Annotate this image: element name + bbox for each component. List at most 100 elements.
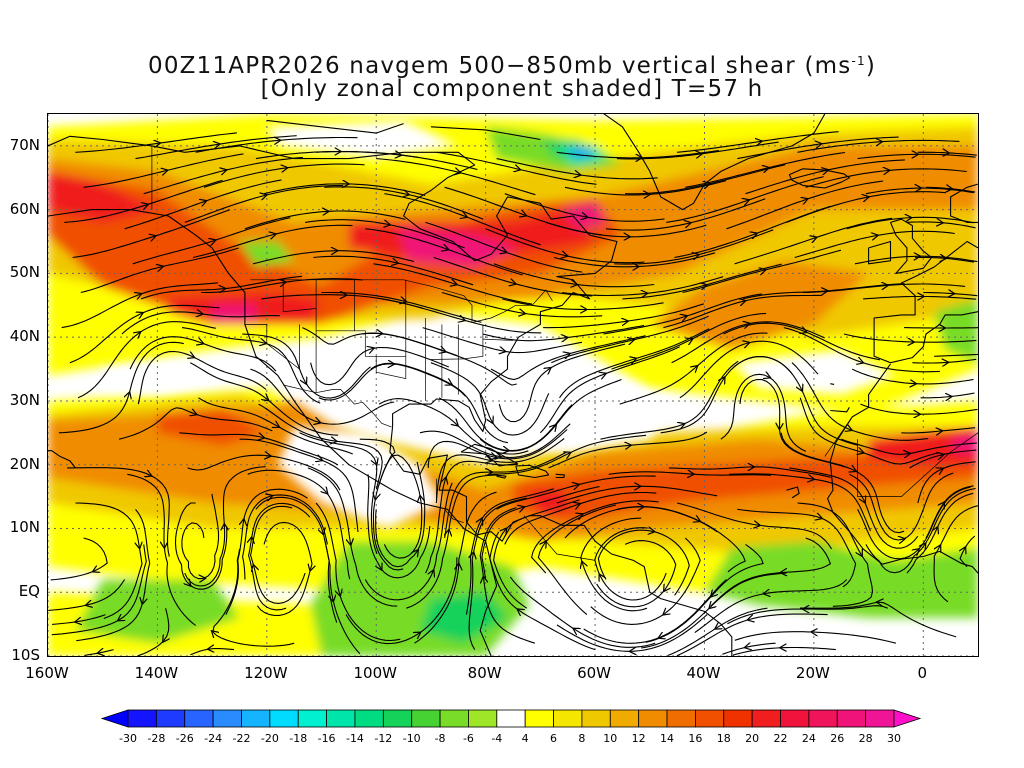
streamline-tail [192, 356, 267, 390]
streamline [482, 333, 566, 341]
streamline [376, 158, 459, 173]
streamline [425, 221, 506, 252]
streamline-tail [876, 230, 955, 237]
streamline [539, 374, 604, 434]
streamline [666, 200, 747, 223]
streamline-tail [909, 216, 974, 224]
streamline-tail [579, 174, 658, 180]
streamline [797, 142, 881, 153]
streamline-tail [463, 319, 542, 334]
streamline-tail [146, 179, 223, 206]
colorbar-label: 16 [688, 732, 702, 745]
streamline-tail [887, 168, 967, 173]
streamline-tail [479, 507, 517, 579]
colorbar-label: 22 [774, 732, 788, 745]
streamline-tail [195, 413, 273, 432]
streamline [441, 291, 524, 314]
streamline [664, 537, 701, 614]
streamline [118, 407, 195, 440]
coastline [48, 209, 498, 656]
streamline [802, 286, 887, 294]
colorbar-box [354, 709, 384, 728]
streamline-tail [804, 331, 881, 361]
streamline-tail [222, 466, 266, 526]
streamline-tail [941, 222, 976, 229]
streamline [203, 168, 286, 188]
streamline-tail [861, 361, 940, 373]
streamline [490, 354, 568, 381]
streamline-tail [137, 640, 165, 656]
lat-label: 60N [9, 199, 40, 218]
streamline [370, 362, 451, 384]
streamline [726, 199, 806, 230]
streamline [674, 234, 755, 259]
colorbar-label: -30 [119, 732, 137, 745]
streamline [184, 526, 225, 587]
coastlines [48, 114, 978, 656]
streamline [99, 650, 114, 653]
title-line-2: [Only zonal component shaded] T=57 h [260, 76, 764, 102]
political-border [482, 338, 514, 341]
streamline [83, 537, 108, 571]
coastline [430, 126, 541, 141]
streamline-tail [800, 601, 879, 609]
streamline-tail [908, 442, 977, 455]
streamline [181, 522, 204, 579]
streamline-tail [880, 139, 960, 143]
streamline-tail [448, 474, 498, 532]
streamline [315, 502, 340, 594]
colorbar-labels: -30 -28 -26 -24 -22 -20 -18 -16 -14 -12 -10 -8 -6 -4 4… [119, 732, 901, 745]
streamline-tail [494, 429, 568, 460]
lon-label: 60W [577, 664, 612, 682]
streamline-tail [747, 321, 825, 339]
streamline-tail [667, 627, 717, 656]
shading-gap [485, 375, 678, 452]
political-border [315, 279, 355, 332]
streamline [622, 285, 705, 300]
streamline-tail [370, 463, 378, 554]
streamline [597, 530, 653, 580]
streamline-tail [264, 342, 321, 404]
streamline [419, 430, 500, 456]
streamline [242, 333, 305, 383]
lon-label: 0 [917, 664, 928, 682]
colorbar-box [212, 709, 242, 728]
streamline [58, 394, 129, 434]
streamline [249, 539, 287, 611]
streamline [77, 333, 139, 399]
colorbar-label: -26 [176, 732, 194, 745]
colorbar-box [695, 709, 725, 728]
streamline [444, 186, 525, 215]
lat-label: 10S [11, 646, 40, 664]
streamline [783, 327, 862, 363]
streamline-tail [158, 132, 237, 144]
streamline-tail [806, 180, 884, 200]
streamline [438, 397, 507, 451]
streamline-tail [648, 180, 727, 196]
lon-label: 120W [244, 664, 288, 682]
streamline [851, 368, 914, 384]
lon-label: 40W [686, 664, 721, 682]
streamline [132, 241, 214, 265]
streamline-tail [941, 461, 976, 470]
colorbar-box [609, 709, 640, 728]
streamline [556, 151, 641, 158]
streamline [739, 378, 780, 428]
streamline [625, 184, 708, 195]
streamline-tail [710, 571, 783, 607]
streamline [616, 154, 701, 160]
colorbar-box [326, 709, 356, 728]
streamline [135, 144, 219, 160]
colorbar-end-left [100, 709, 129, 728]
colorbar-end-right [893, 709, 922, 728]
coastline [48, 135, 618, 433]
streamline [189, 362, 267, 400]
streamline [305, 219, 388, 225]
streamline [484, 578, 536, 644]
colorbar-label: 20 [745, 732, 759, 745]
streamline-tail [826, 283, 905, 292]
streamline [135, 508, 151, 602]
colorbar-label: 4 [522, 732, 529, 745]
streamline-tail [332, 599, 361, 655]
streamline [406, 531, 448, 609]
